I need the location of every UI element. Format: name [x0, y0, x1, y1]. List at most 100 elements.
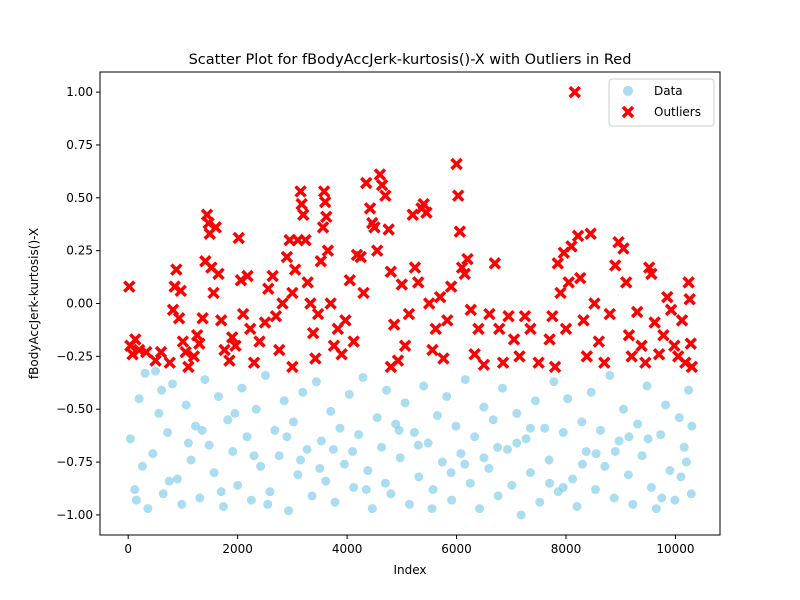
- outlier-point: [652, 348, 666, 361]
- data-point: [642, 381, 652, 391]
- data-point: [125, 434, 135, 444]
- outlier-point: [225, 331, 239, 344]
- outlier-point: [370, 244, 384, 257]
- x-stroke: [580, 350, 594, 363]
- x-stroke: [196, 312, 209, 325]
- outlier-point: [437, 352, 450, 365]
- data-point: [183, 438, 193, 448]
- data-point: [409, 427, 419, 437]
- data-point: [586, 387, 596, 397]
- outlier-point: [324, 297, 337, 310]
- data-point: [228, 446, 238, 456]
- y-axis-ticks: −1.00 −0.75 −0.50 −0.25 0.00 0.25 0.50 0.75 1.00: [56, 85, 100, 522]
- x-stroke: [592, 335, 606, 348]
- outlier-point: [420, 206, 433, 219]
- x-stroke: [168, 280, 181, 293]
- x-stroke: [321, 244, 335, 257]
- outlier-point: [269, 309, 283, 323]
- x-stroke: [433, 290, 447, 304]
- outlier-point: [286, 286, 299, 300]
- x-stroke: [387, 318, 401, 331]
- outlier-point: [229, 339, 242, 353]
- legend-box: [608, 78, 715, 127]
- data-point: [460, 375, 470, 385]
- x-stroke: [327, 339, 341, 353]
- data-point: [558, 482, 568, 492]
- x-stroke: [420, 206, 433, 219]
- data-point: [335, 423, 345, 433]
- outlier-point: [568, 85, 581, 99]
- outlier-point: [223, 354, 236, 367]
- x-stroke: [276, 297, 289, 310]
- outlier-point: [176, 335, 190, 348]
- outlier-point: [272, 343, 286, 357]
- outlier-point: [321, 244, 335, 257]
- x-stroke: [642, 261, 656, 274]
- y-tick-label: −1.00: [56, 508, 93, 522]
- data-point: [130, 485, 140, 495]
- outlier-point: [625, 350, 638, 363]
- x-stroke: [286, 360, 299, 374]
- outlier-point: [451, 189, 465, 202]
- outlier-point: [577, 314, 590, 327]
- x-stroke: [395, 278, 409, 291]
- x-stroke: [502, 309, 515, 323]
- data-point: [470, 432, 480, 442]
- x-stroke: [568, 85, 581, 99]
- x-stroke: [664, 303, 678, 317]
- x-stroke: [269, 309, 283, 323]
- x-stroke: [444, 280, 458, 293]
- outlier-point: [554, 286, 567, 300]
- data-point: [563, 394, 573, 404]
- data-point: [321, 476, 331, 486]
- data-point: [475, 504, 485, 514]
- data-point: [395, 453, 405, 463]
- x-stroke: [645, 267, 658, 281]
- x-stroke: [154, 345, 168, 359]
- y-tick-label: −0.50: [56, 402, 93, 416]
- y-tick-label: −0.75: [56, 455, 93, 469]
- data-point: [263, 499, 273, 509]
- x-stroke: [543, 333, 556, 346]
- data-point: [633, 419, 643, 429]
- outlier-point: [661, 290, 674, 304]
- data-point: [270, 425, 280, 435]
- x-stroke: [339, 314, 352, 327]
- outlier-point: [343, 274, 357, 287]
- outlier-point: [685, 360, 699, 374]
- data-point: [498, 383, 508, 393]
- outlier-point: [311, 307, 325, 321]
- x-axis-ticks: 0 2000 4000 6000 8000 10000: [124, 535, 695, 556]
- data-point: [380, 478, 390, 488]
- data-point: [237, 383, 247, 393]
- data-point: [282, 432, 292, 442]
- outlier-point: [129, 333, 142, 346]
- data-point: [361, 485, 371, 495]
- legend-outlier-x: [621, 105, 635, 119]
- outlier-point: [472, 322, 485, 336]
- x-stroke: [548, 360, 562, 374]
- outlier-point: [488, 257, 502, 270]
- outlier-point: [375, 178, 389, 192]
- y-tick-label: 0.75: [66, 138, 93, 152]
- data-point: [233, 480, 243, 490]
- outlier-point: [174, 284, 187, 298]
- data-point: [404, 499, 414, 509]
- data-point: [646, 482, 656, 492]
- data-point: [623, 470, 633, 480]
- x-stroke: [360, 176, 373, 190]
- data-point: [437, 457, 447, 467]
- outlier-point: [299, 233, 312, 247]
- data-point: [354, 430, 364, 440]
- data-point: [218, 501, 228, 511]
- data-point: [265, 487, 275, 497]
- x-stroke: [258, 316, 272, 329]
- outlier-point: [384, 360, 398, 374]
- x-stroke: [532, 356, 545, 369]
- x-stroke: [496, 356, 510, 369]
- data-point: [279, 396, 289, 406]
- x-stroke: [253, 335, 266, 348]
- x-tick-label: 6000: [441, 542, 472, 556]
- x-stroke: [207, 286, 220, 300]
- data-point: [507, 480, 517, 490]
